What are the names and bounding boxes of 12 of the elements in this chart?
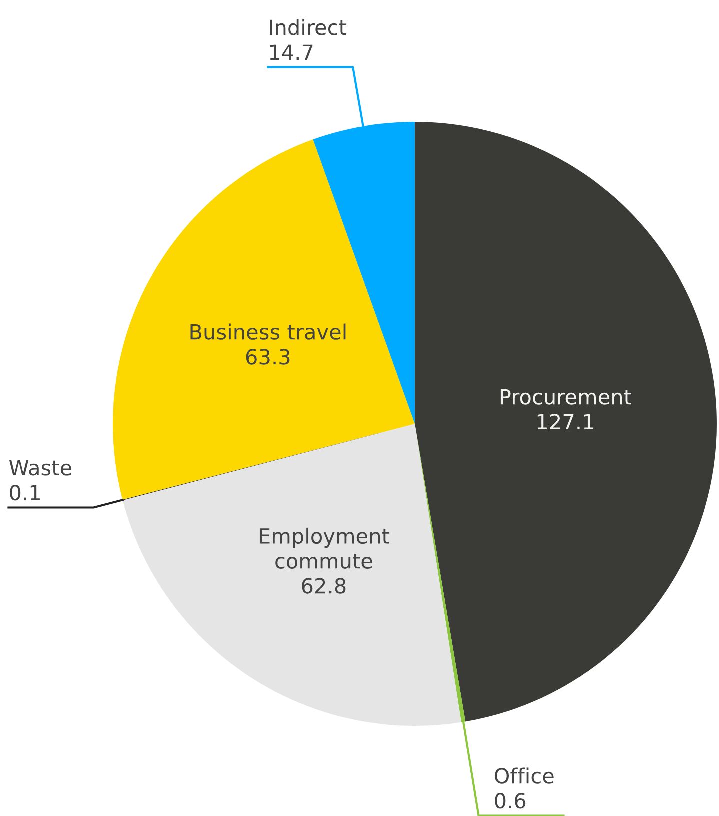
data-label: 63.3 <box>246 349 290 365</box>
slice-label: Office <box>494 768 554 784</box>
slice-label: Procurement <box>500 389 632 405</box>
slice-label: Employment commute <box>260 528 390 569</box>
slice-label: Waste <box>9 460 72 476</box>
data-label: 62.8 <box>302 578 346 594</box>
slice-label: Business travel <box>190 324 346 340</box>
slice-label: Indirect <box>270 19 346 36</box>
data-label: 127.1 <box>538 414 594 430</box>
data-label: 0.6 <box>495 793 526 809</box>
data-label: 14.7 <box>270 44 313 60</box>
data-label: 0.1 <box>10 484 40 501</box>
